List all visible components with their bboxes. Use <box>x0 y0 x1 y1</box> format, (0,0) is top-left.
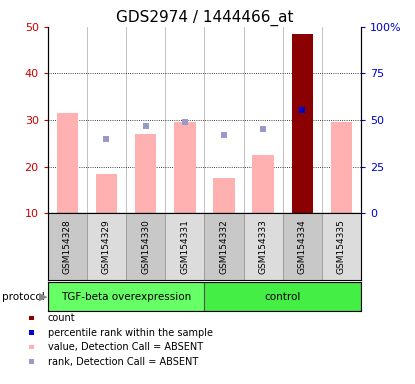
Bar <box>283 213 322 280</box>
Text: GSM154329: GSM154329 <box>102 219 111 274</box>
Bar <box>244 213 283 280</box>
Text: percentile rank within the sample: percentile rank within the sample <box>48 328 213 338</box>
Bar <box>205 282 361 311</box>
Text: GSM154330: GSM154330 <box>141 219 150 274</box>
Text: GSM154331: GSM154331 <box>180 219 189 274</box>
Text: value, Detection Call = ABSENT: value, Detection Call = ABSENT <box>48 342 203 352</box>
Bar <box>96 174 117 213</box>
Bar <box>48 282 205 311</box>
Title: GDS2974 / 1444466_at: GDS2974 / 1444466_at <box>116 9 293 25</box>
Text: ▶: ▶ <box>39 291 47 302</box>
Bar <box>87 213 126 280</box>
Text: count: count <box>48 313 76 323</box>
Bar <box>331 122 352 213</box>
Text: GSM154332: GSM154332 <box>220 219 229 274</box>
Text: rank, Detection Call = ABSENT: rank, Detection Call = ABSENT <box>48 357 198 367</box>
Text: control: control <box>264 291 301 302</box>
Bar <box>322 213 361 280</box>
Text: GSM154328: GSM154328 <box>63 219 72 274</box>
Text: protocol: protocol <box>2 291 45 302</box>
Bar <box>135 134 156 213</box>
Text: GSM154333: GSM154333 <box>259 219 268 274</box>
Bar <box>205 213 244 280</box>
Bar <box>165 213 204 280</box>
Bar <box>126 213 165 280</box>
Text: GSM154335: GSM154335 <box>337 219 346 274</box>
Bar <box>291 34 313 213</box>
Text: GSM154334: GSM154334 <box>298 219 307 274</box>
Bar <box>48 213 87 280</box>
Text: TGF-beta overexpression: TGF-beta overexpression <box>61 291 191 302</box>
Bar <box>56 113 78 213</box>
Bar <box>213 178 235 213</box>
Bar <box>252 155 274 213</box>
Bar <box>174 122 195 213</box>
